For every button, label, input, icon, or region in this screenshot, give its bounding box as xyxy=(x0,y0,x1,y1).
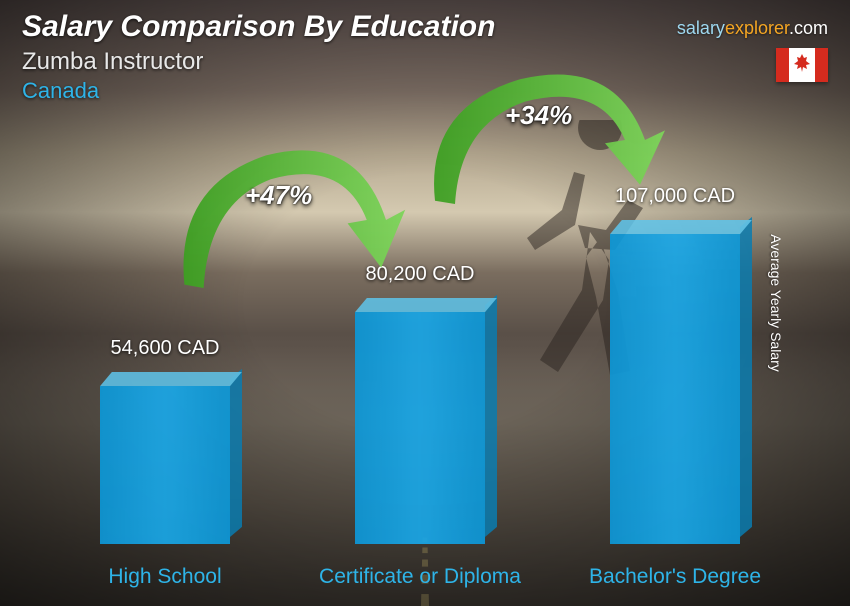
bar-front xyxy=(610,234,740,544)
bar-value: 54,600 CAD xyxy=(65,337,265,360)
bar-value: 80,200 CAD xyxy=(320,263,520,286)
title-block: Salary Comparison By Education Zumba Ins… xyxy=(22,10,495,104)
bar-front xyxy=(100,386,230,544)
bar-chart: 54,600 CADHigh School80,200 CADCertifica… xyxy=(0,66,850,606)
bar-3d xyxy=(100,386,230,544)
bar-group: 107,000 CADBachelor's Degree xyxy=(595,234,755,544)
canada-flag-icon xyxy=(776,48,828,82)
watermark-p3: .com xyxy=(789,18,828,38)
bar-label: Bachelor's Degree xyxy=(565,564,785,589)
bar-group: 54,600 CADHigh School xyxy=(85,386,245,544)
y-axis-label: Average Yearly Salary xyxy=(767,234,783,372)
bar-group: 80,200 CADCertificate or Diploma xyxy=(340,312,500,544)
bar-top-iso xyxy=(100,372,242,386)
bar-front xyxy=(355,312,485,544)
title-subtitle: Zumba Instructor xyxy=(22,48,495,76)
bar-label: Certificate or Diploma xyxy=(310,564,530,589)
watermark: salaryexplorer.com xyxy=(677,18,828,39)
bar-side xyxy=(485,295,497,537)
bar-value: 107,000 CAD xyxy=(575,185,775,208)
bar-side xyxy=(740,217,752,537)
bar-label: High School xyxy=(55,564,275,589)
title-main: Salary Comparison By Education xyxy=(22,10,495,44)
watermark-p2: explorer xyxy=(725,18,789,38)
increase-badge: +34% xyxy=(505,100,572,131)
title-country: Canada xyxy=(22,78,495,104)
bar-3d xyxy=(610,234,740,544)
bar-side xyxy=(230,369,242,537)
bar-top-iso xyxy=(610,220,752,234)
bar-top-iso xyxy=(355,298,497,312)
increase-badge: +47% xyxy=(245,180,312,211)
bar-3d xyxy=(355,312,485,544)
watermark-p1: salary xyxy=(677,18,725,38)
